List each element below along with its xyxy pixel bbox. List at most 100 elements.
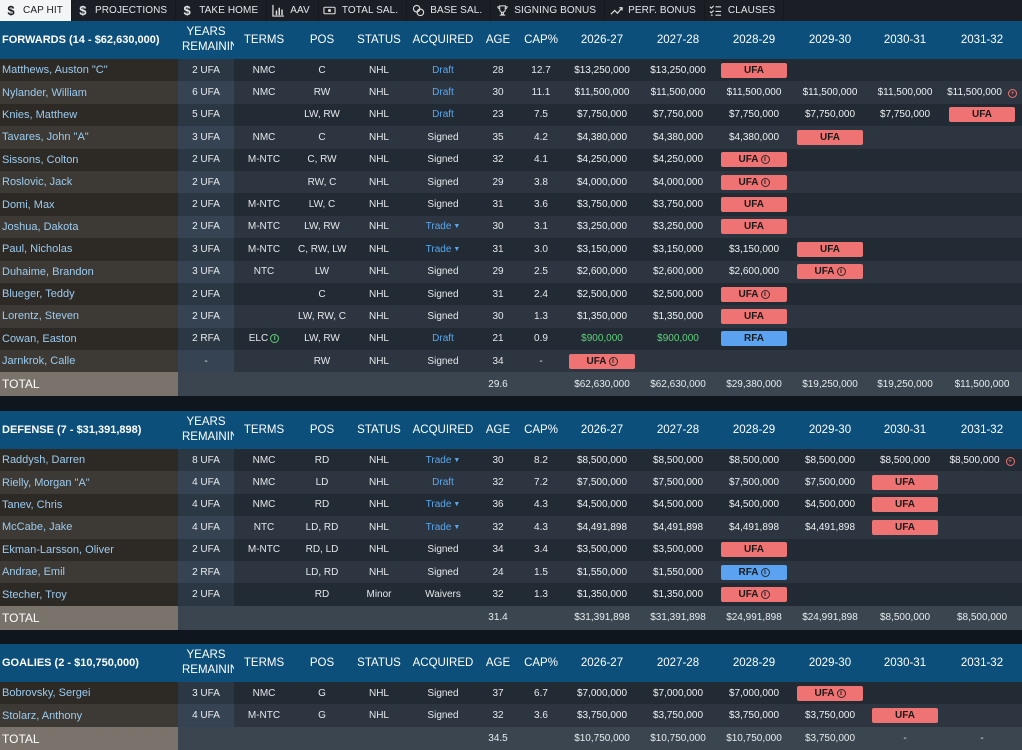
column-header-season[interactable]: 2030-31 <box>868 411 942 449</box>
free-agent-badge[interactable]: UFA <box>872 519 938 535</box>
free-agent-badge[interactable]: UFA <box>721 62 787 78</box>
chevron-down-icon[interactable]: ▼ <box>453 223 461 231</box>
column-header-cap[interactable]: CAP% <box>518 21 564 59</box>
acquired-link[interactable]: Draft <box>432 64 454 76</box>
player-name-link[interactable]: Lorentz, Steven <box>0 305 178 328</box>
free-agent-badge[interactable]: UFA <box>721 542 787 558</box>
column-header-years[interactable]: YEARS REMAINING <box>178 644 234 682</box>
tab-clauses[interactable]: CLAUSES <box>705 0 785 21</box>
column-header-acquired[interactable]: ACQUIRED <box>408 411 478 449</box>
tab-base-sal[interactable]: BASE SAL. <box>407 0 492 21</box>
acquired-link[interactable]: Trade <box>425 499 452 511</box>
free-agent-badge[interactable]: UFA <box>721 308 787 324</box>
info-icon[interactable]: i <box>836 267 846 277</box>
column-header-season[interactable]: 2029-30 <box>792 644 868 682</box>
tab-signing-bonus[interactable]: SIGNING BONUS <box>491 0 606 21</box>
player-name-link[interactable]: Nylander, William <box>0 81 178 104</box>
free-agent-badge[interactable]: UFA i <box>721 174 787 190</box>
column-header-cap[interactable]: CAP% <box>518 644 564 682</box>
column-header-acquired[interactable]: ACQUIRED <box>408 644 478 682</box>
player-name-link[interactable]: Domi, Max <box>0 193 178 216</box>
info-icon[interactable]: i <box>760 289 770 299</box>
chevron-down-icon[interactable]: ▼ <box>453 523 461 531</box>
free-agent-badge[interactable]: UFA i <box>569 353 635 369</box>
acquired-link[interactable]: Draft <box>432 109 454 121</box>
acquired-link[interactable]: Draft <box>432 477 454 489</box>
column-header-age[interactable]: AGE <box>478 411 518 449</box>
tab-total-sal[interactable]: TOTAL SAL. <box>319 0 408 21</box>
column-header-season[interactable]: 2028-29 <box>716 411 792 449</box>
free-agent-badge[interactable]: UFA i <box>721 286 787 302</box>
free-agent-badge[interactable]: RFA i <box>721 564 787 580</box>
free-agent-badge[interactable]: UFA <box>797 241 863 257</box>
chevron-down-icon[interactable]: ▼ <box>453 501 461 509</box>
info-icon[interactable]: i <box>760 177 770 187</box>
player-name-link[interactable]: Tavares, John "A" <box>0 126 178 149</box>
column-header-season[interactable]: 2028-29 <box>716 21 792 59</box>
column-header-status[interactable]: STATUS <box>350 411 408 449</box>
player-name-link[interactable]: Roslovic, Jack <box>0 170 178 194</box>
column-header-season[interactable]: 2026-27 <box>564 644 640 682</box>
column-header-season[interactable]: 2026-27 <box>564 411 640 449</box>
player-name-link[interactable]: Knies, Matthew <box>0 103 178 127</box>
column-header-season[interactable]: 2026-27 <box>564 21 640 59</box>
column-header-season[interactable]: 2028-29 <box>716 644 792 682</box>
chevron-down-icon[interactable]: ▼ <box>453 245 461 253</box>
player-name-link[interactable]: Andrae, Emil <box>0 560 178 584</box>
player-name-link[interactable]: Sissons, Colton <box>0 148 178 171</box>
column-header-status[interactable]: STATUS <box>350 21 408 59</box>
free-agent-badge[interactable]: UFA <box>949 107 1015 123</box>
column-header-age[interactable]: AGE <box>478 644 518 682</box>
column-header-terms[interactable]: TERMS <box>234 644 294 682</box>
acquired-link[interactable]: Trade <box>425 454 452 466</box>
acquired-link[interactable]: Trade <box>425 521 452 533</box>
column-header-season[interactable]: 2031-32 <box>942 644 1022 682</box>
column-header-season[interactable]: 2031-32 <box>942 411 1022 449</box>
player-name-link[interactable]: Duhaime, Brandon <box>0 260 178 283</box>
info-icon[interactable]: i <box>608 356 618 366</box>
free-agent-badge[interactable]: UFA <box>872 475 938 491</box>
tab-take-home[interactable]: $ TAKE HOME <box>176 0 268 21</box>
column-header-status[interactable]: STATUS <box>350 644 408 682</box>
info-icon[interactable]: i <box>760 567 770 577</box>
free-agent-badge[interactable]: UFA i <box>797 685 863 701</box>
player-name-link[interactable]: McCabe, Jake <box>0 516 178 539</box>
column-header-season[interactable]: 2029-30 <box>792 411 868 449</box>
player-name-link[interactable]: Stecher, Troy <box>0 583 178 606</box>
free-agent-badge[interactable]: UFA i <box>721 152 787 168</box>
player-name-link[interactable]: Stolarz, Anthony <box>0 704 178 727</box>
player-name-link[interactable]: Rielly, Morgan "A" <box>0 471 178 494</box>
player-name-link[interactable]: Tanev, Chris <box>0 493 178 517</box>
info-icon[interactable]: i <box>760 155 770 165</box>
tab-aav[interactable]: AAV <box>267 0 319 21</box>
acquired-link[interactable]: Draft <box>432 87 454 99</box>
player-name-link[interactable]: Jarnkrok, Calle <box>0 350 178 373</box>
free-agent-badge[interactable]: UFA <box>721 219 787 235</box>
column-header-season[interactable]: 2030-31 <box>868 21 942 59</box>
tab-projections[interactable]: $ PROJECTIONS <box>72 0 177 21</box>
column-header-season[interactable]: 2027-28 <box>640 21 716 59</box>
player-name-link[interactable]: Blueger, Teddy <box>0 282 178 306</box>
column-header-terms[interactable]: TERMS <box>234 411 294 449</box>
tab-cap-hit[interactable]: $ CAP HIT <box>0 0 72 21</box>
column-header-season[interactable]: 2029-30 <box>792 21 868 59</box>
column-header-pos[interactable]: POS <box>294 411 350 449</box>
chevron-down-icon[interactable]: ▼ <box>453 456 461 464</box>
acquired-link[interactable]: Trade <box>425 243 452 255</box>
free-agent-badge[interactable]: UFA i <box>797 264 863 280</box>
column-header-season[interactable]: 2027-28 <box>640 411 716 449</box>
player-name-link[interactable]: Raddysh, Darren <box>0 449 178 472</box>
info-icon[interactable]: i <box>836 688 846 698</box>
player-name-link[interactable]: Paul, Nicholas <box>0 238 178 261</box>
acquired-link[interactable]: Draft <box>432 333 454 345</box>
info-icon[interactable]: i <box>270 334 280 344</box>
free-agent-badge[interactable]: UFA i <box>721 587 787 603</box>
column-header-pos[interactable]: POS <box>294 21 350 59</box>
expand-icon[interactable]: + <box>1007 89 1017 99</box>
column-header-years[interactable]: YEARS REMAINING <box>178 21 234 59</box>
column-header-pos[interactable]: POS <box>294 644 350 682</box>
free-agent-badge[interactable]: UFA <box>872 708 938 724</box>
player-name-link[interactable]: Ekman-Larsson, Oliver <box>0 538 178 561</box>
acquired-link[interactable]: Trade <box>425 221 452 233</box>
free-agent-badge[interactable]: UFA <box>872 497 938 513</box>
